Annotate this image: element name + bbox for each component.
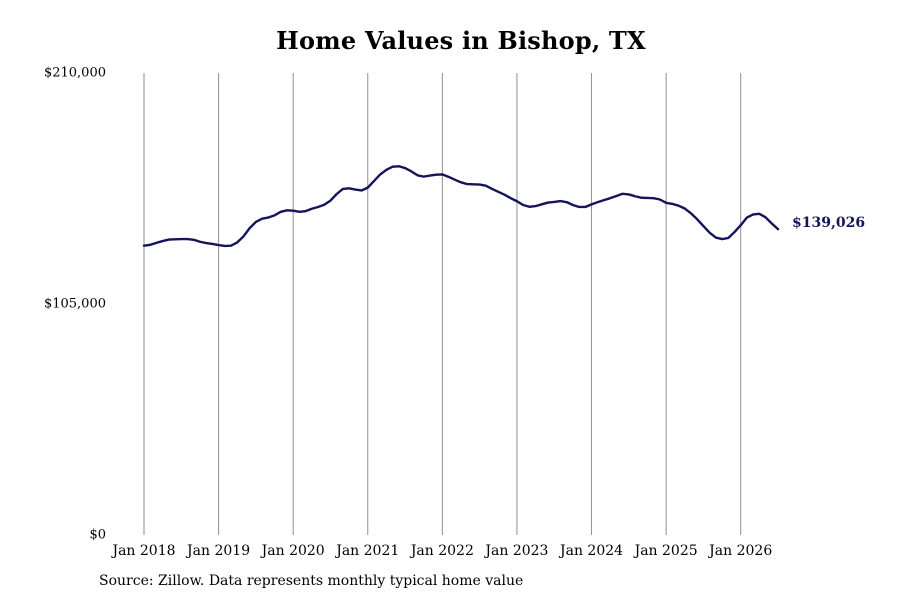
series-layer bbox=[142, 165, 780, 248]
y-tick-label: $105,000 bbox=[44, 297, 106, 312]
x-axis-ticks: Jan 2018 Jan 2019 Jan 2020 Jan 2021 Jan 2022… bbox=[110, 543, 772, 559]
end-value-label: $139,026 bbox=[792, 215, 865, 231]
y-tick-label: $210,000 bbox=[44, 66, 106, 81]
series-line bbox=[142, 165, 780, 248]
x-tick-label: Jan 2025 bbox=[633, 543, 698, 559]
x-tick-label: Jan 2024 bbox=[558, 543, 623, 559]
chart-title: Home Values in Bishop, TX bbox=[276, 26, 646, 55]
x-tick-label: Jan 2020 bbox=[260, 543, 325, 559]
gridlines bbox=[143, 73, 742, 535]
y-axis-ticks: $0 $105,000 $210,000 bbox=[44, 66, 106, 543]
x-tick-label: Jan 2026 bbox=[707, 543, 772, 559]
y-tick-label: $0 bbox=[89, 528, 106, 543]
x-tick-label: Jan 2023 bbox=[483, 543, 548, 559]
x-tick-label: Jan 2022 bbox=[409, 543, 474, 559]
data-label-layer: $139,026 bbox=[792, 215, 865, 231]
source-note: Source: Zillow. Data represents monthly … bbox=[99, 573, 524, 589]
x-tick-label: Jan 2018 bbox=[110, 543, 175, 559]
x-tick-label: Jan 2019 bbox=[185, 543, 250, 559]
x-tick-label: Jan 2021 bbox=[334, 543, 399, 559]
